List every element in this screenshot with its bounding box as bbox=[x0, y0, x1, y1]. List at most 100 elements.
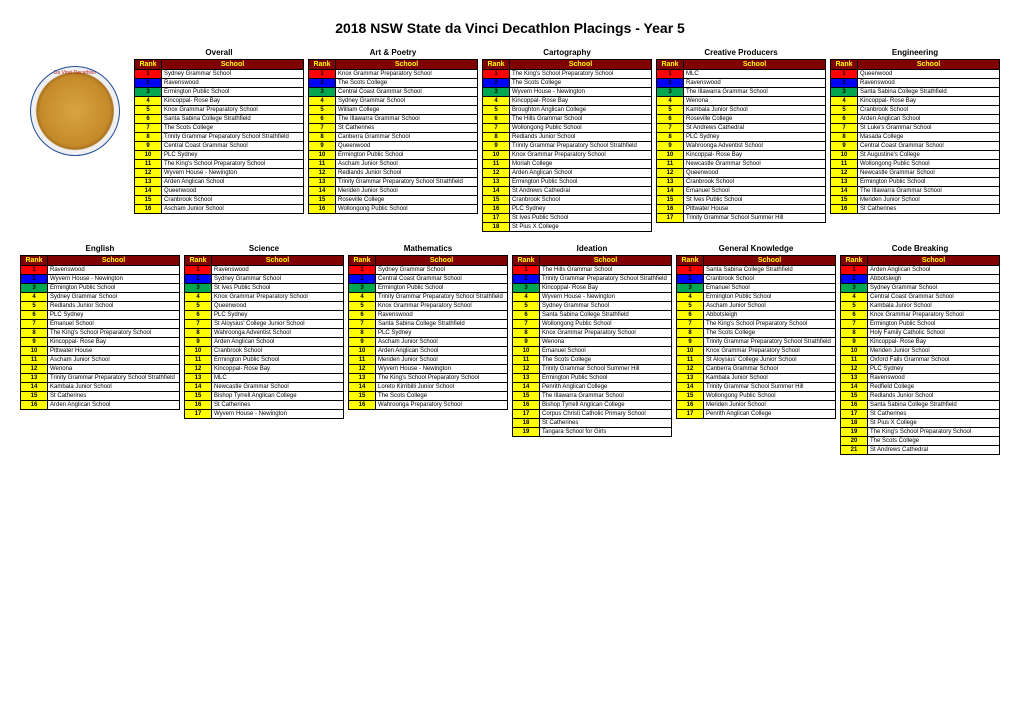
rank-cell: 8 bbox=[135, 133, 162, 142]
page-title: 2018 NSW State da Vinci Decathlon Placin… bbox=[20, 20, 1000, 36]
table-row: 5Broughton Anglican College bbox=[483, 106, 652, 115]
table-row: 17Penrith Anglican College bbox=[677, 410, 836, 419]
rank-cell: 16 bbox=[831, 205, 858, 214]
table-row: 8Redlands Junior School bbox=[483, 133, 652, 142]
school-cell: Pittwater House bbox=[684, 205, 826, 214]
rank-cell: 20 bbox=[841, 437, 868, 446]
school-cell: Ermington Public School bbox=[376, 284, 508, 293]
table-row: 12Trinity Grammar School Summer Hill bbox=[513, 365, 672, 374]
school-cell: PLC Sydney bbox=[376, 329, 508, 338]
table-row: 15The Scots College bbox=[349, 392, 508, 401]
table-row: 7St Catherines bbox=[309, 124, 478, 133]
table-row: 16PLC Sydney bbox=[483, 205, 652, 214]
rank-cell: 11 bbox=[513, 356, 540, 365]
school-cell: The Scots College bbox=[376, 392, 508, 401]
rank-cell: 3 bbox=[657, 88, 684, 97]
table-row: 2The Scots College bbox=[483, 79, 652, 88]
table-row: 5Sydney Grammar School bbox=[513, 302, 672, 311]
table-row: 16Arden Anglican School bbox=[21, 401, 180, 410]
table-row: 9Trinity Grammar Preparatory School Stra… bbox=[483, 142, 652, 151]
table-row: 12PLC Sydney bbox=[841, 365, 1000, 374]
school-cell: Ermington Public School bbox=[540, 374, 672, 383]
rank-cell: 2 bbox=[349, 275, 376, 284]
school-cell: Abbotsleigh bbox=[868, 275, 1000, 284]
category-header: Mathematics bbox=[348, 242, 508, 255]
table-row: 7St Andrews Cathedral bbox=[657, 124, 826, 133]
rank-cell: 7 bbox=[513, 320, 540, 329]
rank-cell: 2 bbox=[135, 79, 162, 88]
rank-cell: 11 bbox=[185, 356, 212, 365]
rank-cell: 10 bbox=[349, 347, 376, 356]
rank-cell: 3 bbox=[841, 284, 868, 293]
rank-cell: 10 bbox=[185, 347, 212, 356]
table-row: 5William College bbox=[309, 106, 478, 115]
school-cell: The Scots College bbox=[510, 79, 652, 88]
school-cell: The Illawarra Grammar School bbox=[336, 115, 478, 124]
school-cell: Moriah College bbox=[510, 160, 652, 169]
table-row: 13Trinity Grammar Preparatory School Str… bbox=[309, 178, 478, 187]
school-cell: Knox Grammar Preparatory School bbox=[540, 329, 672, 338]
rank-cell: 9 bbox=[185, 338, 212, 347]
school-cell: Meriden Junior School bbox=[376, 356, 508, 365]
rank-cell: 15 bbox=[677, 392, 704, 401]
school-cell: The Hills Grammar School bbox=[510, 115, 652, 124]
table-row: 3Sydney Grammar School bbox=[841, 284, 1000, 293]
table-row: 16Bishop Tyrrell Anglican College bbox=[513, 401, 672, 410]
school-cell: Kambala Junior School bbox=[48, 383, 180, 392]
school-cell: Wyvern House - Newington bbox=[376, 365, 508, 374]
rank-cell: 4 bbox=[483, 97, 510, 106]
rank-cell: 13 bbox=[21, 374, 48, 383]
rank-cell: 12 bbox=[831, 169, 858, 178]
school-cell: PLC Sydney bbox=[684, 133, 826, 142]
table-row: 7Ermington Public School bbox=[841, 320, 1000, 329]
table-row: 1Ravenswood bbox=[185, 266, 344, 275]
placings-table: RankSchool1The King's School Preparatory… bbox=[482, 59, 652, 232]
school-cell: Trinity Grammar Preparatory School Strat… bbox=[510, 142, 652, 151]
rank-cell: 14 bbox=[483, 187, 510, 196]
col-header-rank: Rank bbox=[135, 60, 162, 70]
rank-cell: 14 bbox=[841, 383, 868, 392]
table-row: 14St Andrews Cathedral bbox=[483, 187, 652, 196]
col-header-school: School bbox=[212, 256, 344, 266]
col-header-rank: Rank bbox=[309, 60, 336, 70]
col-header-school: School bbox=[858, 60, 1000, 70]
rank-cell: 7 bbox=[135, 124, 162, 133]
school-cell: The Scots College bbox=[162, 124, 304, 133]
school-cell: Trinity Grammar Preparatory School Strat… bbox=[376, 293, 508, 302]
school-cell: Kincoppal- Rose Bay bbox=[48, 338, 180, 347]
rank-cell: 1 bbox=[831, 70, 858, 79]
rank-cell: 8 bbox=[349, 329, 376, 338]
school-cell: Penrith Anglican College bbox=[540, 383, 672, 392]
school-cell: Wollongong Public School bbox=[858, 160, 1000, 169]
school-cell: The Illawarra Grammar School bbox=[540, 392, 672, 401]
rank-cell: 9 bbox=[841, 338, 868, 347]
school-cell: Roseville College bbox=[336, 196, 478, 205]
school-cell: Central Coast Grammar School bbox=[858, 142, 1000, 151]
school-cell: Santa Sabina College Strathfield bbox=[868, 401, 1000, 410]
school-cell: Kambala Junior School bbox=[684, 106, 826, 115]
table-row: 11Ermington Public School bbox=[185, 356, 344, 365]
rank-cell: 11 bbox=[831, 160, 858, 169]
col-header-school: School bbox=[48, 256, 180, 266]
rank-cell: 18 bbox=[841, 419, 868, 428]
col-header-school: School bbox=[684, 60, 826, 70]
school-cell: Knox Grammar Preparatory School bbox=[376, 302, 508, 311]
school-cell: Central Coast Grammar School bbox=[336, 88, 478, 97]
rank-cell: 3 bbox=[185, 284, 212, 293]
rank-cell: 1 bbox=[349, 266, 376, 275]
rank-cell: 3 bbox=[677, 284, 704, 293]
school-cell: Wahroonga Adventist School bbox=[212, 329, 344, 338]
rank-cell: 12 bbox=[135, 169, 162, 178]
rank-cell: 4 bbox=[657, 97, 684, 106]
school-cell: Ermington Public School bbox=[48, 284, 180, 293]
rank-cell: 11 bbox=[677, 356, 704, 365]
table-row: 15St Ives Public School bbox=[657, 196, 826, 205]
category-column: EnglishRankSchool1Ravenswood2Wyvern Hous… bbox=[20, 242, 180, 455]
school-cell: Newcastle Grammar School bbox=[684, 160, 826, 169]
category-column: Art & PoetryRankSchool1Knox Grammar Prep… bbox=[308, 46, 478, 232]
school-cell: Arden Anglican School bbox=[48, 401, 180, 410]
rank-cell: 6 bbox=[831, 115, 858, 124]
school-cell: Pittwater House bbox=[48, 347, 180, 356]
school-cell: Cranbrook School bbox=[212, 347, 344, 356]
school-cell: Santa Sabina College Strathfield bbox=[376, 320, 508, 329]
